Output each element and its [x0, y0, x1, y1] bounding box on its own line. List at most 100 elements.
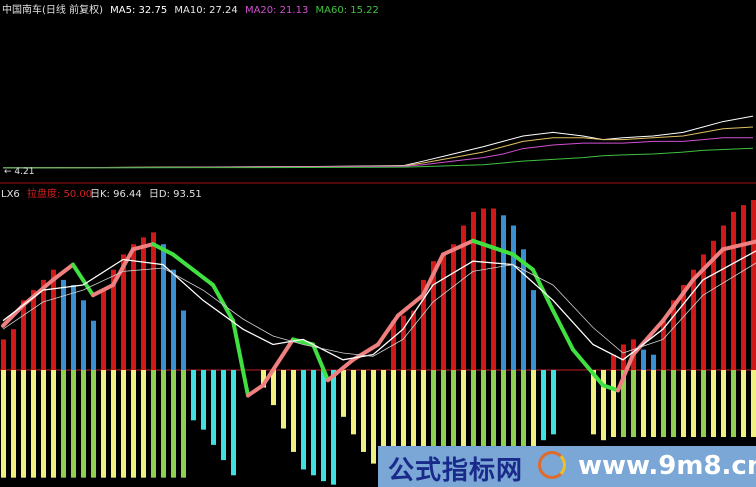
down-bar — [381, 370, 386, 458]
up-bar — [31, 290, 36, 370]
up-bar — [51, 269, 56, 370]
price-ma20-line — [2, 137, 753, 169]
thick-line-segment — [601, 383, 620, 393]
up-bar — [181, 310, 186, 370]
down-bar — [541, 370, 546, 441]
up-bar — [661, 320, 666, 370]
up-bar — [711, 240, 716, 370]
up-bar — [701, 254, 706, 370]
indicator-name: LX6 — [1, 189, 20, 200]
down-bar — [601, 370, 606, 441]
watermark-url: www.9m8.cn — [578, 451, 756, 481]
down-bar — [271, 370, 276, 406]
thick-line-segment — [311, 342, 330, 383]
down-bar — [101, 370, 106, 478]
down-bar — [341, 370, 346, 417]
up-bar — [671, 300, 676, 370]
up-bar — [121, 254, 126, 370]
thick-line-segment — [171, 252, 195, 272]
up-bar — [401, 315, 406, 370]
down-bar — [361, 370, 366, 452]
down-bar — [201, 370, 206, 430]
down-bar — [151, 370, 156, 478]
up-bar — [1, 339, 6, 370]
up-bar — [111, 269, 116, 370]
down-bar — [731, 370, 736, 438]
up-bar — [41, 279, 46, 370]
down-bar — [141, 370, 146, 478]
up-bar — [131, 244, 136, 370]
up-bar — [721, 225, 726, 370]
down-bar — [61, 370, 66, 478]
down-bar — [451, 370, 456, 458]
thick-line-segment — [396, 293, 425, 318]
up-bar — [521, 249, 526, 370]
thick-line-segment — [211, 283, 235, 323]
down-bar — [91, 370, 96, 478]
down-bar — [521, 370, 526, 458]
up-bar — [751, 200, 756, 370]
down-bar — [511, 370, 516, 458]
down-bar — [11, 370, 16, 478]
thick-line-segment — [571, 347, 605, 388]
down-bar — [221, 370, 226, 461]
down-bar — [161, 370, 166, 478]
down-bar — [131, 370, 136, 478]
down-bar — [651, 370, 656, 438]
ma60-label: MA60: 15.22 — [315, 5, 379, 16]
down-bar — [21, 370, 26, 478]
up-bar — [681, 285, 686, 370]
indicator-header: LX6 拉盘度: 50.00 — [1, 185, 96, 200]
thick-line-segment — [631, 318, 665, 357]
thick-line-segment — [691, 247, 725, 282]
up-bar — [481, 208, 486, 370]
up-bar — [531, 290, 536, 370]
down-bar — [1, 370, 6, 478]
thick-line-segment — [191, 267, 215, 287]
down-bar — [31, 370, 36, 478]
down-bar — [431, 370, 436, 458]
down-bar — [41, 370, 46, 478]
low-price-marker: ← 4.21 — [4, 167, 35, 177]
down-bar — [721, 370, 726, 438]
thick-line-segment — [231, 318, 250, 398]
down-bar — [261, 370, 266, 388]
down-bar — [191, 370, 196, 421]
down-bar — [351, 370, 356, 435]
price-ma10-line — [2, 126, 754, 169]
down-bar — [471, 370, 476, 458]
up-bar — [451, 244, 456, 370]
down-bar — [711, 370, 716, 438]
down-bar — [81, 370, 86, 478]
down-bar — [671, 370, 676, 438]
down-bar — [181, 370, 186, 478]
kd-readout: 日K: 96.44 日D: 93.51 — [90, 185, 206, 200]
up-bar — [471, 211, 476, 370]
down-bar — [701, 370, 706, 438]
ma10-label: MA10: 27.24 — [174, 5, 238, 16]
down-bar — [291, 370, 296, 452]
down-bar — [631, 370, 636, 438]
down-bar — [391, 370, 396, 458]
down-bar — [331, 370, 336, 485]
k-value-label: 日K: 96.44 — [90, 189, 142, 200]
down-bar — [121, 370, 126, 478]
up-bar — [501, 215, 506, 370]
up-bar — [71, 285, 76, 370]
up-bar — [171, 269, 176, 370]
masked-region — [610, 437, 756, 447]
down-bar — [211, 370, 216, 445]
down-bar — [281, 370, 286, 429]
thick-line-segment — [721, 239, 756, 252]
down-bar — [491, 370, 496, 458]
thick-line-segment — [131, 242, 155, 252]
up-bar — [91, 320, 96, 370]
down-bar — [171, 370, 176, 478]
thick-line-segment — [661, 277, 695, 323]
thick-line-segment — [246, 383, 265, 398]
up-bar — [21, 300, 26, 370]
down-bar — [621, 370, 626, 438]
thick-line-segment — [1, 303, 25, 328]
